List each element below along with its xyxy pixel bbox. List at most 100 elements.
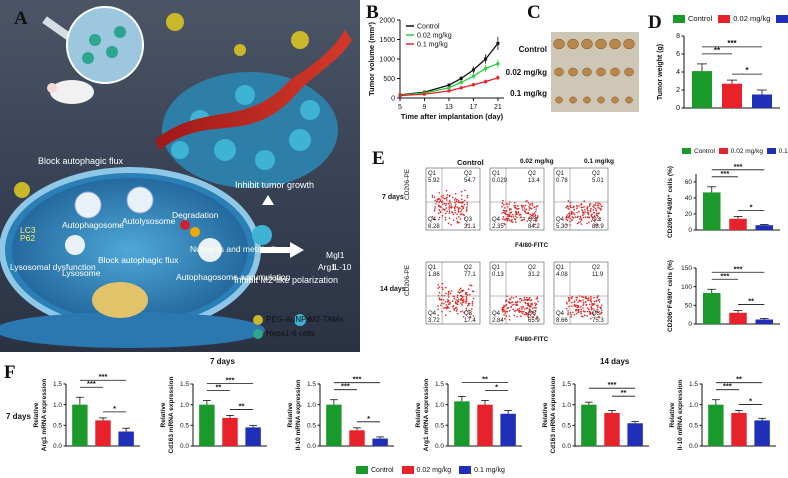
flow-q3-value: 17.4	[464, 318, 476, 324]
pegau-legend-icon	[253, 315, 263, 325]
tumor-sample	[553, 38, 565, 50]
flow-q4-value: 3.72	[428, 318, 440, 324]
flow-q2-tag: Q2	[592, 171, 601, 177]
bar-1	[731, 412, 747, 446]
flow-q4-value: 2.35	[492, 224, 504, 230]
bar-ytick-label: 0.5	[180, 423, 189, 430]
f-chart-5: 0.00.51.01.5 ******Relative Il-10 mRNA exp…	[669, 375, 776, 451]
flow-q3-tag: Q3	[592, 217, 601, 223]
flow-q3-value: 31.1	[464, 224, 476, 230]
b-ytick-label: 1500	[379, 37, 395, 44]
flow-q4-value: 8.66	[556, 318, 568, 324]
flow-q3-tag: Q3	[464, 311, 473, 317]
sig-label: ***	[353, 375, 362, 384]
lysosomal-dysfunction-label: Lysosomal dysfunction	[10, 262, 96, 272]
panel-f-row-label: 7 days	[6, 412, 31, 421]
nanoparticle-zoom-icon	[66, 6, 144, 84]
bar-ytick-label: 0.0	[53, 443, 62, 450]
inhibit-growth-label: Inhibit tumor growth	[235, 180, 315, 190]
sig-label: *	[113, 404, 116, 413]
bar-ytick-label: 1.0	[180, 402, 189, 409]
tumor-sample	[583, 96, 591, 104]
flow-q4-tag: Q4	[556, 311, 565, 317]
f-chart-4: 0.00.51.01.5 *****Relative Cd163 mRNA expr…	[542, 376, 649, 454]
bar-ytick-label: 4	[676, 69, 680, 76]
flow-row-14d: 14 days	[380, 286, 406, 293]
il10-label: IL-10	[332, 262, 352, 272]
bar-ytick-label: 0.5	[562, 423, 571, 430]
flow-events	[437, 282, 475, 319]
bar-0	[199, 404, 215, 446]
bar-ytick-label: 0.0	[562, 443, 571, 450]
sig-label: ***	[87, 379, 96, 388]
sig-label: ***	[226, 376, 235, 385]
bar-ytick-label: 0.5	[689, 423, 698, 430]
bar-0	[72, 404, 88, 446]
bar-0	[703, 293, 721, 324]
bar-ytick-label: 1.5	[180, 381, 189, 388]
bar-ylabel: Relative	[542, 402, 549, 427]
flow-q2-value: 54.7	[464, 178, 476, 184]
flow-q1-tag: Q1	[492, 171, 501, 177]
bar-2	[755, 319, 773, 324]
flow-q2-tag: Q2	[528, 265, 537, 271]
flow-q2-value: 11.9	[592, 272, 604, 278]
sig-label: ***	[608, 380, 617, 389]
f-chart-1: 0.00.51.01.5 *******Relative Cd163 mRNA ex…	[160, 376, 267, 454]
nucleus-icon	[92, 282, 148, 318]
sig-label: **	[216, 383, 222, 392]
flow-q1-value: 0.029	[492, 178, 508, 184]
degradation-label: Degradation	[172, 210, 219, 220]
flow-q1-tag: Q1	[428, 171, 437, 177]
bar-2	[500, 413, 516, 446]
bar-1	[729, 218, 747, 230]
flow-q1-value: 0.13	[492, 272, 504, 278]
flow-ylabel-14d: CD206-PE	[404, 264, 411, 296]
flow-frame	[425, 261, 481, 325]
tumor-sample	[625, 96, 633, 104]
flow-q2-value: 13.4	[528, 178, 540, 184]
tumor-sample	[609, 38, 621, 50]
legend-pegau: PEG-AuNPs	[266, 315, 311, 324]
bar-ytick-label: 150	[681, 265, 692, 272]
bar-ylabel: Il-10 mRNA expression	[677, 380, 684, 451]
flow-q4-value: 2.84	[492, 318, 504, 324]
b-point	[422, 92, 426, 96]
bar-ytick-label: 0.0	[435, 443, 444, 450]
bar-ytick-label: 0.0	[689, 443, 698, 450]
bar-ytick-label: 8	[676, 33, 680, 40]
flow-events	[431, 189, 469, 226]
sig-label: *	[367, 414, 370, 423]
bar-0	[326, 404, 342, 446]
b-point	[496, 76, 500, 80]
flow-q4-value: 8.28	[428, 224, 440, 230]
bar-ytick-label: 1.5	[562, 381, 571, 388]
panel-f-title-14d: 14 days	[600, 357, 630, 366]
bar-ytick-label: 0.0	[307, 443, 316, 450]
flow-q2-value: 31.2	[528, 272, 540, 278]
panel-label-a: A	[14, 8, 28, 29]
bar-1	[95, 420, 111, 446]
sig-label: *	[745, 66, 749, 75]
b-ytick-label: 0	[391, 96, 395, 103]
legend-e: Control 0.02 mg/kg 0.1 mg/kg	[682, 148, 788, 155]
legend-d-low: 0.02 mg/kg	[733, 14, 771, 23]
bar-ylabel: Relative	[33, 402, 40, 427]
bar-ylabel: Relative	[415, 402, 422, 427]
sig-label: **	[482, 374, 488, 383]
bar-ytick-label: 0	[676, 105, 680, 112]
legend-f-high: 0.1 mg/kg	[474, 466, 505, 474]
flow-q1-value: 1.86	[428, 272, 440, 278]
flow-q3-value: 84.2	[528, 224, 540, 230]
autophagosome-icon	[74, 191, 102, 219]
flow-events	[501, 199, 539, 226]
bar-ylabel: CD206⁺F4/80⁺ cells (%)	[667, 260, 674, 332]
bar-1	[477, 404, 493, 446]
bar-0	[692, 71, 712, 108]
flow-q3-value: 75.3	[592, 318, 604, 324]
b-xtick-label: 9	[423, 104, 427, 111]
